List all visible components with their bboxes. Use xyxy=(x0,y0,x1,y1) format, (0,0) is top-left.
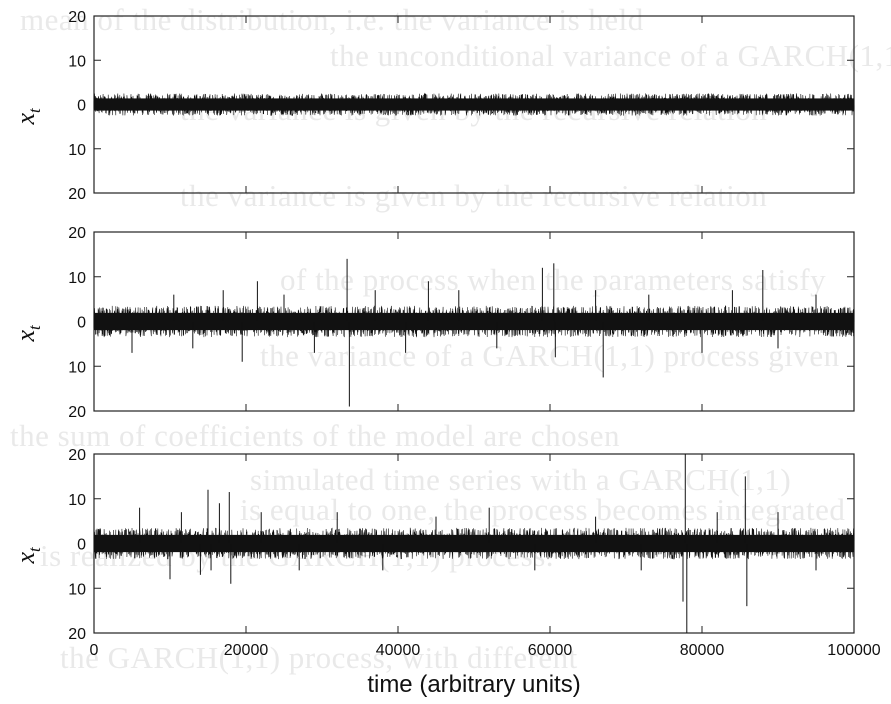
x-tick-label: 20000 xyxy=(224,642,269,659)
y-axis-label: xt xyxy=(11,324,44,343)
y-axis-label-subscript: t xyxy=(25,546,44,552)
y-tick-label: 10 xyxy=(68,142,86,159)
series-core-band xyxy=(94,312,854,331)
y-axis-label: xt xyxy=(11,546,44,565)
y-tick-label: 0 xyxy=(77,98,86,115)
y-tick-label: 20 xyxy=(68,404,86,421)
y-axis-label: xt xyxy=(11,107,44,126)
y-tick-label: 10 xyxy=(68,270,86,287)
y-tick-label: 20 xyxy=(68,447,86,464)
y-tick-label: 20 xyxy=(68,186,86,203)
y-tick-label: 0 xyxy=(77,537,86,554)
x-tick-label: 80000 xyxy=(680,642,725,659)
series-core-band xyxy=(94,534,854,553)
y-axis-label-main: x xyxy=(11,330,40,343)
y-axis-label-main: x xyxy=(11,113,40,126)
series-core-band xyxy=(94,98,854,111)
y-axis-label-subscript: t xyxy=(25,107,44,113)
y-tick-label: 10 xyxy=(68,581,86,598)
y-axis-label-subscript: t xyxy=(25,324,44,330)
y-tick-label: 20 xyxy=(68,225,86,242)
y-tick-label: 10 xyxy=(68,53,86,70)
y-tick-label: 10 xyxy=(68,492,86,509)
y-tick-label: 20 xyxy=(68,626,86,643)
x-tick-label: 0 xyxy=(90,642,99,659)
y-tick-label: 20 xyxy=(68,9,86,26)
x-tick-label: 100000 xyxy=(827,642,880,659)
x-axis-title: time (arbitrary units) xyxy=(367,671,580,698)
x-tick-label: 60000 xyxy=(528,642,573,659)
y-tick-label: 0 xyxy=(77,315,86,332)
y-tick-label: 10 xyxy=(68,359,86,376)
y-axis-label-main: x xyxy=(11,552,40,565)
x-tick-label: 40000 xyxy=(376,642,421,659)
